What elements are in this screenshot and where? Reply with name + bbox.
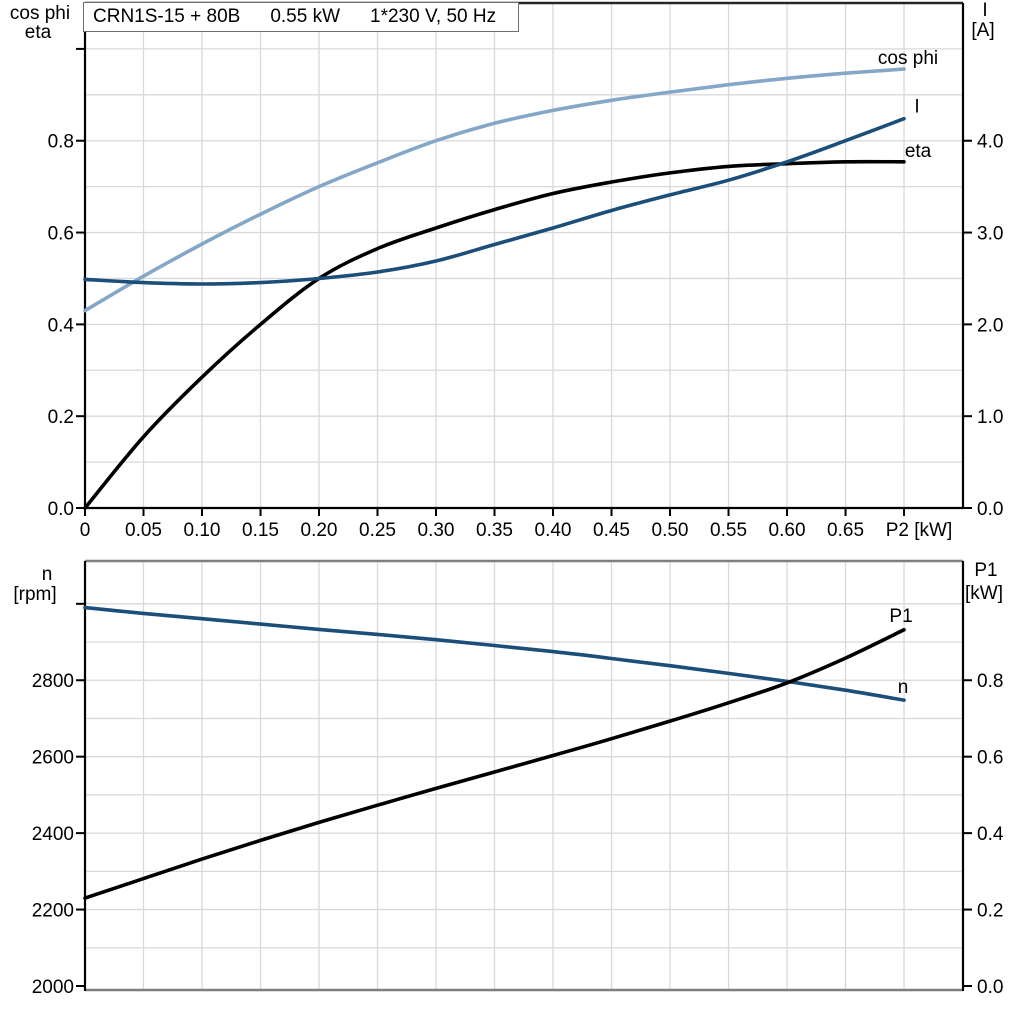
info-supply: 1*230 V, 50 Hz — [370, 6, 497, 27]
x-tick-label: 0.05 — [125, 520, 162, 541]
x-tick-label: 0.40 — [535, 520, 572, 541]
right-axis-title: P1 — [974, 560, 997, 581]
chart-info-box: CRN1S-15 + 80B 0.55 kW 1*230 V, 50 Hz — [83, 2, 519, 32]
curve-label-p1: P1 — [889, 606, 912, 627]
x-tick-label: 0.35 — [476, 520, 513, 541]
right-axis-title: I — [982, 0, 987, 21]
right-tick-label: 0.0 — [977, 499, 1003, 520]
info-model: CRN1S-15 + 80B — [93, 6, 241, 27]
curve-p1 — [83, 628, 906, 900]
right-tick-label: 3.0 — [977, 224, 1003, 245]
x-tick-label: 0.65 — [827, 520, 864, 541]
left-axis-title: n — [42, 564, 53, 585]
left-tick-label: 2200 — [32, 901, 74, 922]
curve-n — [83, 605, 906, 702]
chart-bottom: 200022002400260028000.00.20.40.60.8n[rpm… — [13, 559, 1004, 998]
x-tick-label: 0.10 — [184, 520, 221, 541]
right-tick-label: 0.6 — [977, 748, 1003, 769]
x-tick-label: 0.50 — [652, 520, 689, 541]
right-tick-label: 0.0 — [977, 977, 1003, 998]
left-tick-label: 2600 — [32, 748, 74, 769]
curve-eta — [83, 159, 906, 510]
right-tick-label: 4.0 — [977, 132, 1003, 153]
right-axis-title: [kW] — [965, 583, 1003, 604]
left-axis-title: [rpm] — [13, 584, 56, 605]
left-tick-label: 0.0 — [48, 499, 74, 520]
left-tick-label: 0.4 — [48, 315, 75, 336]
curve-label-i: I — [914, 97, 919, 118]
x-axis-title: P2 [kW] — [886, 520, 953, 541]
x-tick-label: 0.55 — [710, 520, 747, 541]
left-axis-title: eta — [25, 22, 52, 43]
x-tick-label: 0.30 — [418, 520, 455, 541]
left-tick-label: 2000 — [32, 977, 74, 998]
x-tick-label: 0.15 — [242, 520, 279, 541]
curve-i — [83, 116, 906, 286]
curve-label-cos-phi: cos phi — [878, 48, 938, 69]
right-tick-label: 0.2 — [977, 901, 1003, 922]
left-tick-label: 2400 — [32, 824, 74, 845]
x-tick-label: 0.20 — [301, 520, 338, 541]
x-tick-label: 0 — [80, 520, 91, 541]
x-tick-label: 0.25 — [359, 520, 396, 541]
right-axis-title: [A] — [971, 20, 994, 41]
left-tick-label: 0.2 — [48, 407, 74, 428]
left-axis-title: cos phi — [10, 3, 70, 24]
right-tick-label: 2.0 — [977, 315, 1003, 336]
right-tick-label: 1.0 — [977, 407, 1003, 428]
info-power: 0.55 kW — [270, 6, 341, 27]
right-tick-label: 0.8 — [977, 671, 1003, 692]
chart-top: 0.0 0.2 0.4 0.6 0.8 0.0 1.0 2.0 3.0 4.0 0 0.05 0.10 0… — [10, 0, 1004, 541]
x-tick-label: 0.60 — [769, 520, 806, 541]
curve-label-eta: eta — [905, 141, 932, 162]
curve-label-n: n — [898, 677, 909, 698]
left-tick-label: 0.6 — [48, 224, 74, 245]
right-tick-label: 0.4 — [977, 824, 1004, 845]
curve-cos-phi — [83, 67, 906, 313]
left-tick-label: 2800 — [32, 671, 74, 692]
left-tick-label: 0.8 — [48, 132, 74, 153]
x-tick-label: 0.45 — [593, 520, 630, 541]
